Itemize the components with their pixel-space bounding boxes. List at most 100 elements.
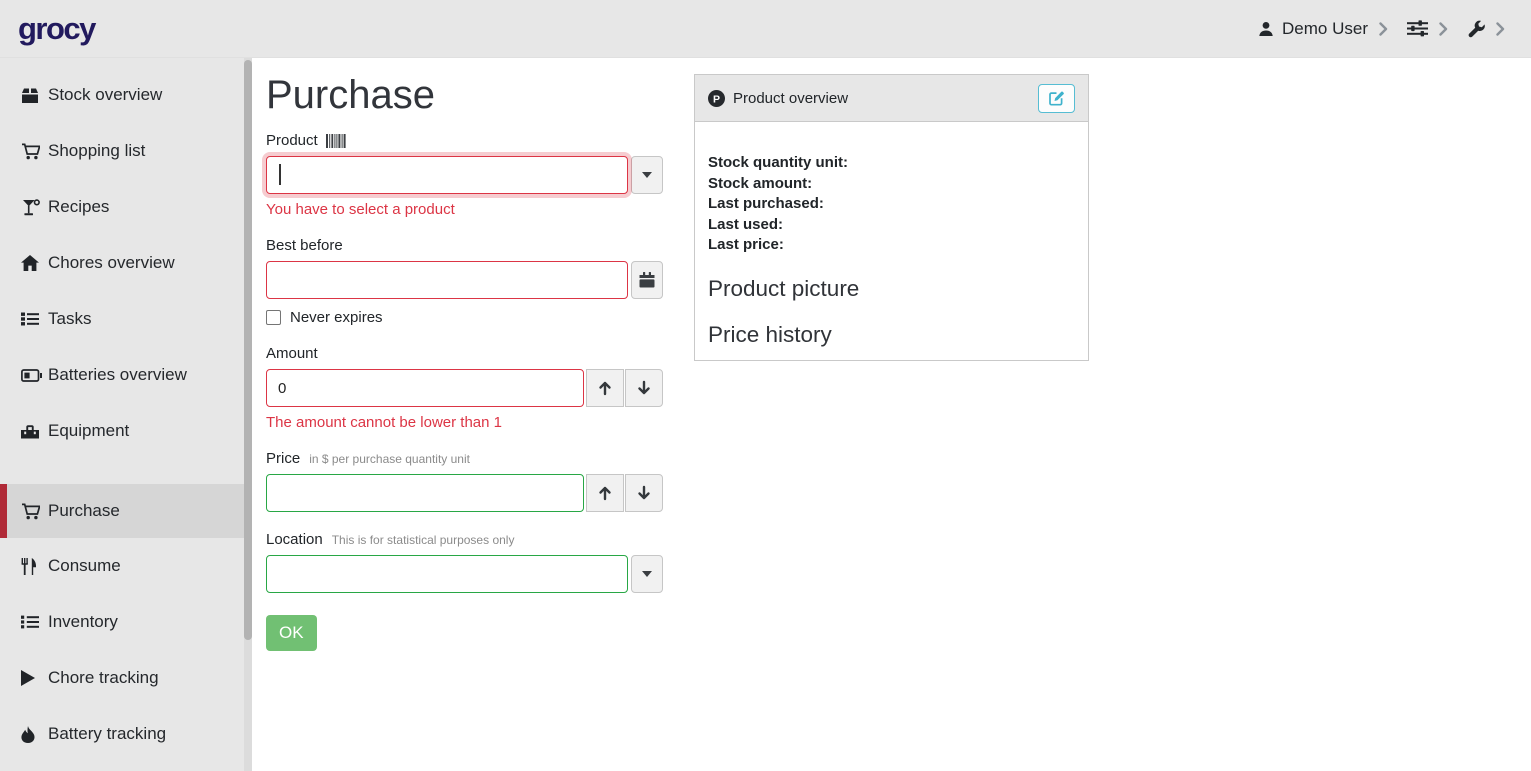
sidebar-item-label: Battery tracking [48, 724, 167, 743]
best-before-label: Best before [266, 237, 343, 254]
chevron-right-icon [1379, 21, 1388, 36]
product-overview-title: P Product overview [708, 89, 848, 107]
location-input[interactable] [266, 555, 628, 593]
tasks-icon [21, 312, 48, 326]
sidebar-item-stock-overview[interactable]: Stock overview [0, 67, 252, 123]
product-overview-header: P Product overview [695, 75, 1088, 122]
top-header: grocy Demo User [0, 0, 1531, 58]
product-overview-body: Stock quantity unit: Stock amount: Last … [695, 122, 1088, 348]
last-used-field: Last used: [708, 215, 784, 233]
box-icon [21, 87, 48, 104]
product-overview-card: P Product overview Stock quantity unit: … [694, 74, 1089, 361]
sidebar-item-label: Shopping list [48, 141, 146, 160]
best-before-group: Best before Never expires [266, 237, 663, 326]
purchase-form: Product You have to [266, 132, 664, 651]
last-price-field: Last price: [708, 236, 784, 253]
best-before-input[interactable] [266, 261, 628, 299]
chevron-right-icon [1496, 21, 1505, 36]
location-label: Location This is for statistical purpose… [266, 531, 515, 548]
shopping-cart-icon [21, 143, 48, 160]
ok-button[interactable]: OK [266, 615, 317, 651]
never-expires-checkbox[interactable] [266, 310, 281, 325]
amount-error: The amount cannot be lower than 1 [266, 414, 502, 431]
page-title: Purchase [266, 73, 435, 117]
sidebar-item-label: Chore tracking [48, 668, 159, 687]
calendar-button[interactable] [631, 261, 663, 299]
sidebar-item-batteries-overview[interactable]: Batteries overview [0, 347, 252, 403]
sidebar-item-label: Chores overview [48, 253, 175, 272]
sidebar-item-label: Equipment [48, 421, 130, 440]
sidebar-item-consume[interactable]: Consume [0, 538, 252, 594]
sidebar-item-battery-tracking[interactable]: Battery tracking [0, 706, 252, 762]
chevron-right-icon [1439, 21, 1448, 36]
sidebar-item-equipment[interactable]: Equipment [0, 403, 252, 459]
flame-icon [21, 725, 48, 743]
admin-button[interactable] [1467, 20, 1485, 38]
edit-icon [1049, 91, 1064, 106]
arrow-up-icon [597, 380, 613, 396]
arrow-up-icon [597, 485, 613, 501]
location-dropdown-button[interactable] [631, 555, 663, 593]
product-dropdown-button[interactable] [631, 156, 663, 194]
utensils-icon [21, 557, 48, 575]
sidebar-item-inventory[interactable]: Inventory [0, 594, 252, 650]
last-purchased-field: Last purchased: [708, 195, 824, 212]
price-decrement-button[interactable] [625, 474, 664, 512]
user-menu[interactable]: Demo User [1258, 19, 1368, 39]
cocktail-icon [21, 198, 48, 216]
list-icon [21, 615, 48, 629]
sidebar-item-label: Purchase [48, 501, 120, 520]
settings-button[interactable] [1407, 20, 1428, 37]
grocy-logo[interactable]: grocy [18, 10, 96, 46]
caret-down-icon [642, 571, 652, 577]
sidebar-item-chore-tracking[interactable]: Chore tracking [0, 650, 252, 706]
price-hint: in $ per purchase quantity unit [309, 451, 470, 466]
svg-text:P: P [713, 93, 720, 105]
product-picture-heading: Product picture [708, 275, 860, 301]
never-expires-label: Never expires [290, 309, 383, 326]
caret-down-icon [642, 172, 652, 178]
sidebar-item-shopping-list[interactable]: Shopping list [0, 123, 252, 179]
arrow-down-icon [636, 380, 652, 396]
product-group: Product You have to [266, 132, 663, 218]
arrow-down-icon [636, 485, 652, 501]
user-icon [1258, 21, 1274, 37]
sidebar-scrollbar-thumb[interactable] [244, 60, 252, 640]
user-label: Demo User [1282, 18, 1368, 38]
price-increment-button[interactable] [586, 474, 625, 512]
amount-increment-button[interactable] [586, 369, 625, 407]
edit-product-button[interactable] [1038, 83, 1075, 113]
location-hint: This is for statistical purposes only [331, 532, 515, 547]
stock-quantity-unit-field: Stock quantity unit: [708, 154, 848, 171]
sidebar-item-label: Recipes [48, 197, 110, 216]
play-icon [21, 670, 48, 686]
amount-decrement-button[interactable] [625, 369, 664, 407]
home-icon [21, 255, 48, 271]
main-content: Purchase Product [252, 58, 1531, 771]
text-cursor [279, 164, 281, 185]
product-input[interactable] [266, 156, 628, 194]
sidebar-item-purchase[interactable]: Purchase [0, 484, 252, 538]
sidebar-item-label: Inventory [48, 612, 118, 631]
app-body: Stock overview Shopping list Recipes Cho… [0, 58, 1531, 771]
price-input[interactable] [266, 474, 585, 512]
sidebar-item-chores-overview[interactable]: Chores overview [0, 235, 252, 291]
battery-icon [21, 368, 48, 382]
amount-input[interactable] [266, 369, 585, 407]
sidebar-item-label: Batteries overview [48, 365, 187, 384]
sidebar-item-recipes[interactable]: Recipes [0, 179, 252, 235]
product-error: You have to select a product [266, 201, 455, 218]
stock-amount-field: Stock amount: [708, 174, 813, 192]
price-group: Price in $ per purchase quantity unit [266, 450, 664, 512]
sidebar-nav: Stock overview Shopping list Recipes Cho… [0, 58, 252, 771]
calendar-icon [639, 272, 655, 288]
wrench-icon [1467, 20, 1485, 38]
shopping-cart-icon [21, 503, 48, 520]
sidebar-item-tasks[interactable]: Tasks [0, 291, 252, 347]
never-expires-row: Never expires [266, 309, 663, 326]
location-group: Location This is for statistical purpose… [266, 531, 663, 593]
price-label: Price in $ per purchase quantity unit [266, 450, 470, 467]
amount-label: Amount [266, 345, 318, 362]
sliders-icon [1407, 20, 1428, 37]
header-right: Demo User [1258, 19, 1505, 39]
